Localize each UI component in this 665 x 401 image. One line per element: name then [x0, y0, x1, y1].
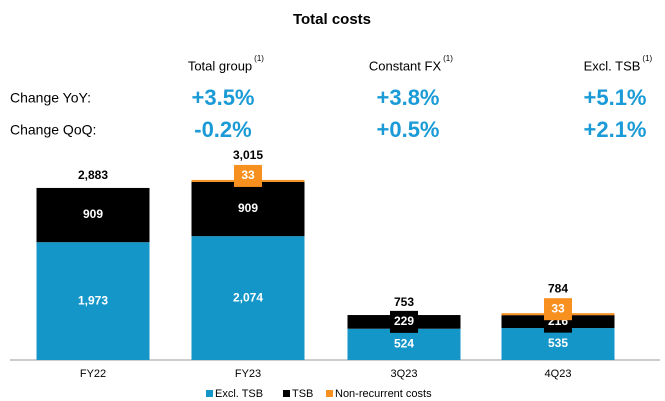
label-box — [234, 164, 262, 187]
total-label: 753 — [394, 295, 414, 309]
column-note: (1) — [642, 54, 652, 63]
legend-label: TSB — [292, 388, 313, 400]
change-value: +3.5% — [192, 85, 255, 110]
legend-label: Excl. TSB — [215, 388, 263, 400]
bar-segment — [191, 236, 305, 360]
chart-title: Total costs — [293, 11, 371, 28]
row-label: Change QoQ: — [10, 122, 96, 138]
value-label: 909 — [83, 207, 103, 221]
bar-segment — [36, 242, 150, 360]
row-label: Change YoY: — [10, 90, 91, 106]
change-value: +3.8% — [377, 85, 440, 110]
total-label: 784 — [548, 281, 568, 295]
column-header: Excl. TSB — [584, 58, 641, 73]
column-note: (1) — [443, 54, 453, 63]
value-label: 2,074 — [233, 290, 263, 304]
label-box — [544, 298, 572, 321]
x-tick-label: FY22 — [80, 368, 106, 380]
bar-segment — [36, 187, 150, 243]
bar-segment — [191, 181, 305, 237]
bar-segment — [347, 328, 461, 360]
legend-swatch — [283, 390, 290, 397]
total-label: 2,883 — [78, 168, 108, 182]
bar-segment — [501, 328, 615, 360]
column-note: (1) — [254, 54, 264, 63]
value-label: 229 — [394, 314, 414, 328]
x-tick-label: 4Q23 — [545, 368, 572, 380]
column-header: Constant FX — [369, 58, 442, 73]
value-label: 33 — [551, 301, 565, 315]
x-tick-label: FY23 — [235, 368, 261, 380]
change-value: +2.1% — [584, 117, 647, 142]
change-value: -0.2% — [194, 117, 251, 142]
label-box — [390, 310, 418, 333]
value-label: 535 — [548, 336, 568, 350]
value-label: 33 — [241, 168, 255, 182]
value-label: 909 — [238, 201, 258, 215]
x-tick-label: 3Q23 — [391, 368, 418, 380]
legend-swatch — [206, 390, 213, 397]
value-label: 1,973 — [78, 293, 108, 307]
value-label: 524 — [394, 337, 414, 351]
total-label: 3,015 — [233, 148, 263, 162]
legend-label: Non-recurrent costs — [335, 388, 432, 400]
column-header: Total group — [188, 58, 252, 73]
legend-swatch — [326, 390, 333, 397]
change-value: +0.5% — [377, 117, 440, 142]
change-value: +5.1% — [584, 85, 647, 110]
